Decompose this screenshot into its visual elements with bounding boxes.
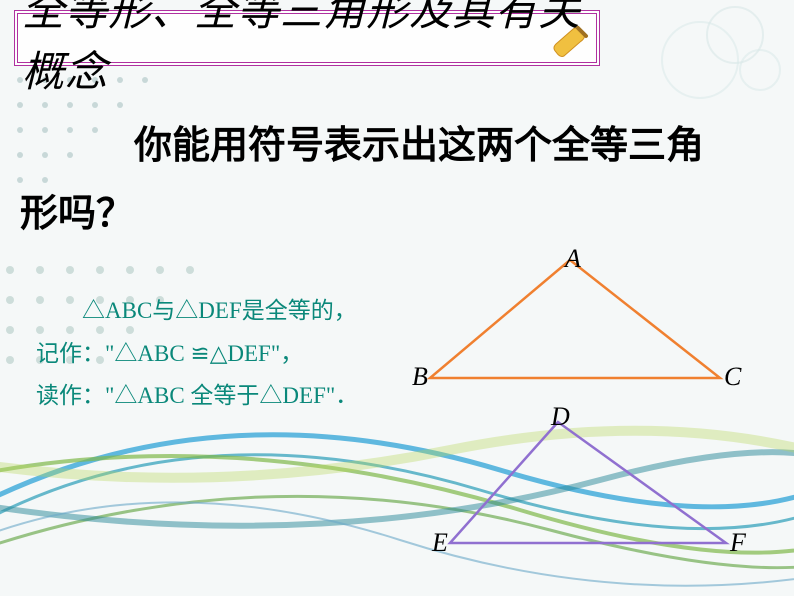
vertex-label-f: F (730, 528, 746, 558)
vertex-label-d: D (551, 402, 570, 432)
vertex-label-a: A (565, 244, 581, 274)
vertex-label-b: B (412, 362, 428, 392)
triangle-diagram (0, 0, 794, 596)
vertex-label-c: C (724, 362, 741, 392)
vertex-label-e: E (432, 528, 448, 558)
